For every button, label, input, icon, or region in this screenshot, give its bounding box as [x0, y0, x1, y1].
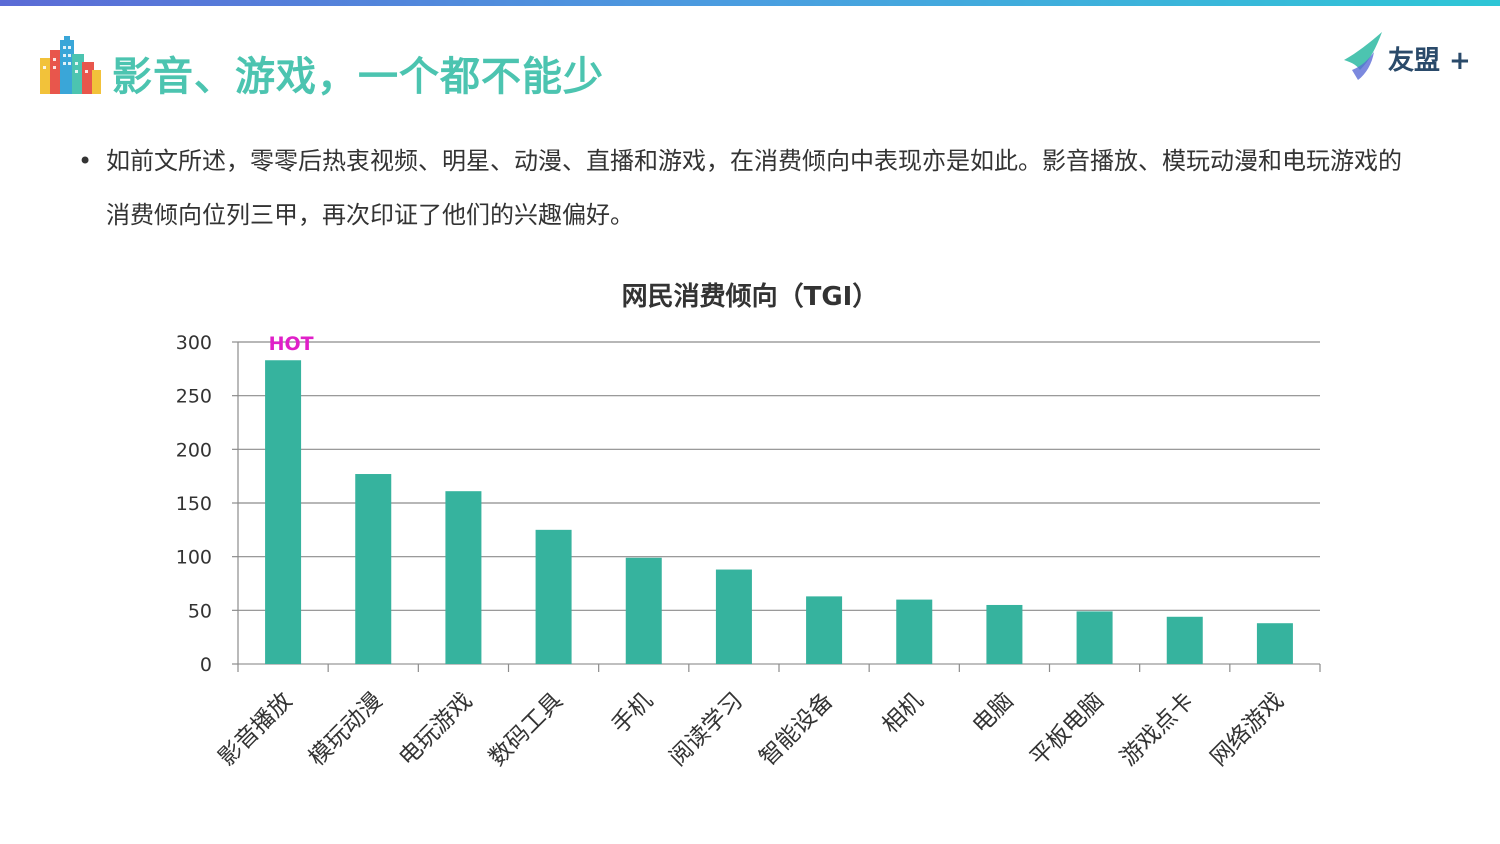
- x-category-label: 游戏点卡: [1116, 688, 1199, 771]
- page-title: 影音、游戏，一个都不能少: [112, 54, 604, 100]
- bar-6: [715, 569, 752, 664]
- x-category-label: 平板电脑: [1025, 688, 1108, 771]
- y-tick-label: 250: [176, 386, 212, 408]
- x-category-label: 影音播放: [214, 688, 297, 771]
- y-tick-label: 0: [200, 654, 212, 676]
- x-category-label: 模玩动漫: [304, 688, 387, 771]
- bar-1: [265, 360, 302, 664]
- bar-9: [986, 604, 1023, 664]
- x-category-label: 相机: [878, 688, 929, 739]
- umeng-bird-logo-icon: [1344, 32, 1382, 80]
- bar-2: [355, 474, 392, 664]
- x-category-label: 电脑: [968, 688, 1019, 739]
- city-buildings-icon: [40, 36, 101, 94]
- bullet-paragraph: • 如前文所述，零零后热衷视频、明星、动漫、直播和游戏，在消费倾向中表现亦是如此…: [78, 134, 1418, 242]
- x-category-label: 电玩游戏: [394, 688, 477, 771]
- hot-annotation-label: HOT: [269, 333, 314, 355]
- y-tick-label: 200: [176, 439, 212, 461]
- bullet-dot: •: [78, 147, 93, 175]
- y-tick-label: 150: [176, 493, 212, 515]
- x-category-label: 智能设备: [755, 688, 838, 771]
- chart-title: 网民消费倾向（TGI）: [622, 281, 879, 312]
- bar-12: [1256, 623, 1293, 664]
- x-category-label: 手机: [607, 688, 658, 739]
- bar-11: [1166, 616, 1203, 664]
- y-tick-label: 300: [176, 332, 212, 354]
- bar-8: [896, 599, 933, 664]
- paragraph-text: 如前文所述，零零后热衷视频、明星、动漫、直播和游戏，在消费倾向中表现亦是如此。影…: [106, 147, 1402, 229]
- brand-name: 友盟 +: [1388, 46, 1471, 76]
- x-category-label: 阅读学习: [665, 688, 748, 771]
- top-accent-bar: [0, 0, 1500, 6]
- y-tick-label: 50: [188, 600, 212, 622]
- y-tick-label: 100: [176, 547, 212, 569]
- bar-4: [535, 529, 572, 664]
- bar-5: [625, 557, 662, 664]
- bar-10: [1076, 611, 1113, 664]
- bar-7: [806, 596, 843, 664]
- x-category-label: 数码工具: [484, 688, 567, 771]
- bar-3: [445, 491, 482, 664]
- x-category-label: 网络游戏: [1206, 688, 1289, 771]
